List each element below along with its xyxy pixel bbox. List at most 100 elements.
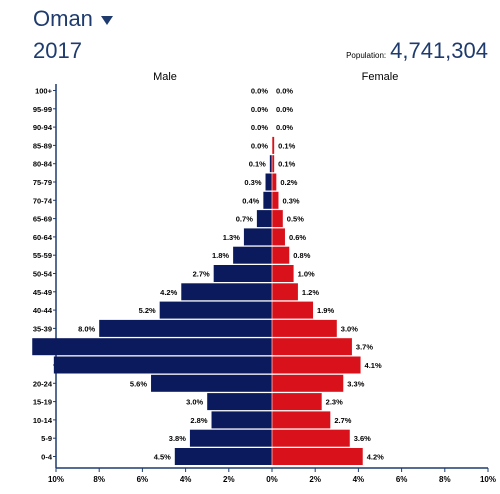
male-bar — [159, 301, 272, 319]
female-bar — [272, 411, 331, 429]
female-bar — [272, 210, 283, 228]
age-group-label: 65-69 — [33, 215, 52, 224]
male-value-label: 2.8% — [190, 416, 207, 425]
x-tick-label: 4% — [180, 475, 192, 484]
x-tick-label: 0% — [266, 475, 278, 484]
female-bar — [272, 356, 361, 374]
female-value-label: 0.0% — [276, 123, 293, 132]
age-group-label: 80-84 — [33, 160, 53, 169]
age-group-label: 5-9 — [41, 434, 52, 443]
age-group-label: 35-39 — [33, 324, 52, 333]
male-bar — [243, 228, 272, 246]
female-value-label: 0.1% — [278, 141, 295, 150]
female-bar — [272, 265, 294, 282]
male-value-label: 2.7% — [193, 270, 210, 279]
female-value-label: 4.2% — [367, 453, 384, 462]
female-bar — [272, 301, 314, 319]
x-tick-label: 10% — [480, 475, 496, 484]
male-value-label: 0.0% — [251, 123, 268, 132]
male-bar — [211, 411, 272, 429]
male-value-label: 3.8% — [169, 434, 186, 443]
age-group-label: 10-14 — [33, 416, 53, 425]
female-bar — [272, 228, 285, 246]
female-value-label: 1.0% — [298, 270, 315, 279]
male-bar — [263, 191, 272, 209]
female-bar — [272, 283, 298, 301]
female-value-label: 0.3% — [282, 196, 299, 205]
female-value-label: 0.5% — [287, 215, 304, 224]
male-bar — [189, 429, 272, 447]
male-value-label: 8.0% — [78, 324, 95, 333]
female-value-label: 4.1% — [365, 361, 382, 370]
female-value-label: 3.3% — [347, 379, 364, 388]
female-value-label: 0.8% — [293, 251, 310, 260]
age-group-label: 90-94 — [33, 123, 53, 132]
female-bar — [272, 374, 344, 392]
female-value-label: 1.2% — [302, 288, 319, 297]
female-bar — [272, 338, 352, 356]
male-value-label: 3.0% — [186, 398, 203, 407]
age-group-label: 85-89 — [33, 141, 52, 150]
male-value-label: 0.7% — [236, 215, 253, 224]
age-group-label: 55-59 — [33, 251, 52, 260]
age-group-label: 20-24 — [33, 379, 53, 388]
female-value-label: 3.7% — [356, 343, 373, 352]
x-tick-label: 2% — [309, 475, 321, 484]
x-tick-label: 4% — [353, 475, 365, 484]
male-value-label: 4.2% — [160, 288, 177, 297]
male-value-label: 0.4% — [242, 196, 259, 205]
female-bar — [272, 319, 337, 337]
x-tick-label: 10% — [48, 475, 64, 484]
male-value-label: 0.0% — [251, 87, 268, 96]
female-bar — [272, 173, 277, 191]
male-value-label: 0.3% — [244, 178, 261, 187]
female-value-label: 0.1% — [278, 160, 295, 169]
male-value-label: 0.0% — [251, 141, 268, 150]
female-bar — [272, 246, 290, 264]
male-value-label: 1.3% — [223, 233, 240, 242]
male-bar — [181, 283, 272, 301]
male-bar — [53, 356, 273, 374]
age-group-label: 0-4 — [41, 453, 53, 462]
female-value-label: 3.0% — [341, 324, 358, 333]
female-bar — [272, 429, 350, 447]
age-group-label: 75-79 — [33, 178, 52, 187]
male-value-label: 4.5% — [154, 453, 171, 462]
female-bar — [272, 155, 275, 173]
x-tick-label: 6% — [137, 475, 149, 484]
series-title-female: Female — [362, 71, 399, 83]
age-group-label: 40-44 — [33, 306, 53, 315]
female-bar — [272, 448, 363, 465]
male-value-label: 0.0% — [251, 105, 268, 114]
male-value-label: 0.1% — [249, 160, 266, 169]
male-value-label: 5.6% — [130, 379, 147, 388]
age-group-label: 15-19 — [33, 398, 52, 407]
age-group-label: 100+ — [35, 87, 53, 96]
x-tick-label: 8% — [439, 475, 451, 484]
female-value-label: 2.7% — [334, 416, 351, 425]
male-bar — [269, 155, 272, 173]
male-bar — [213, 265, 272, 282]
x-tick-label: 8% — [93, 475, 105, 484]
female-value-label: 0.0% — [276, 105, 293, 114]
female-value-label: 2.3% — [326, 398, 343, 407]
population-value: 4,741,304 — [390, 38, 488, 63]
country-selector[interactable]: Oman — [33, 8, 113, 30]
male-value-label: 5.2% — [139, 306, 156, 315]
female-bar — [272, 393, 322, 411]
age-group-label: 45-49 — [33, 288, 52, 297]
age-group-label: 95-99 — [33, 105, 52, 114]
x-tick-label: 2% — [223, 475, 235, 484]
population-label: Population: — [346, 51, 387, 60]
female-value-label: 0.6% — [289, 233, 306, 242]
female-value-label: 1.9% — [317, 306, 334, 315]
female-value-label: 0.0% — [276, 87, 293, 96]
country-name[interactable]: Oman — [33, 6, 93, 31]
female-value-label: 3.6% — [354, 434, 371, 443]
age-group-label: 60-64 — [33, 233, 53, 242]
male-bar — [32, 338, 272, 356]
chevron-down-icon[interactable] — [100, 16, 113, 25]
male-bar — [233, 246, 272, 264]
male-bar — [207, 393, 272, 411]
